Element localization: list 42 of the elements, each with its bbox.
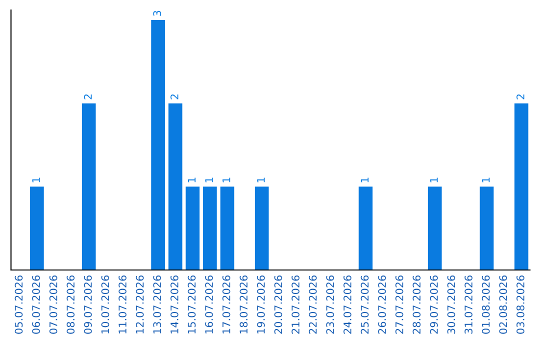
x-tick-label: 11.07.2026 <box>118 276 126 334</box>
x-tick-label: 13.07.2026 <box>153 276 162 334</box>
x-tick-label: 06.07.2026 <box>32 276 40 334</box>
x-tick-label: 21.07.2026 <box>292 276 300 334</box>
x-tick-label: 26.07.2026 <box>378 276 386 334</box>
data-label: 1 <box>222 178 230 182</box>
x-tick-label: 25.07.2026 <box>360 276 369 334</box>
x-tick-label: 30.07.2026 <box>447 276 456 334</box>
data-label: 2 <box>84 94 92 100</box>
x-tick-label: 08.07.2026 <box>66 276 75 334</box>
x-tick-label: 17.07.2026 <box>222 276 230 334</box>
x-tick-label: 27.07.2026 <box>395 276 404 334</box>
data-label: 1 <box>482 178 490 182</box>
x-tick-label: 14.07.2026 <box>170 276 178 334</box>
data-label: 2 <box>516 94 524 100</box>
x-tick-label: 02.08.2026 <box>499 276 508 334</box>
data-label: 3 <box>153 10 162 16</box>
x-tick-label: 10.07.2026 <box>101 276 110 334</box>
x-tick-label: 09.07.2026 <box>84 276 92 334</box>
data-label: 1 <box>430 178 438 182</box>
x-tick-label: 19.07.2026 <box>256 276 265 334</box>
x-tick-label: 12.07.2026 <box>136 276 144 334</box>
x-tick-label: 16.07.2026 <box>205 276 213 334</box>
data-label: 1 <box>360 178 369 182</box>
x-tick-label: 07.07.2026 <box>49 276 58 334</box>
x-tick-label: 18.07.2026 <box>240 276 248 334</box>
data-label: 1 <box>205 178 213 182</box>
x-tick-label: 01.08.2026 <box>482 276 490 334</box>
x-tick-label: 22.07.2026 <box>308 276 317 334</box>
x-tick-label: 03.08.2026 <box>516 276 524 334</box>
x-tick-label: 31.07.2026 <box>464 276 472 334</box>
data-label: 2 <box>170 94 178 100</box>
x-tick-label: 05.07.2026 <box>14 276 23 334</box>
x-tick-label: 20.07.2026 <box>274 276 282 334</box>
x-tick-label: 29.07.2026 <box>430 276 438 334</box>
data-label: 1 <box>32 178 40 182</box>
x-tick-label: 15.07.2026 <box>188 276 196 334</box>
data-label: 1 <box>257 178 265 182</box>
data-label: 1 <box>188 178 196 182</box>
x-tick-label: 24.07.2026 <box>343 276 352 334</box>
x-tick-label: 23.07.2026 <box>326 276 334 334</box>
x-tick-label: 28.07.2026 <box>412 276 421 334</box>
